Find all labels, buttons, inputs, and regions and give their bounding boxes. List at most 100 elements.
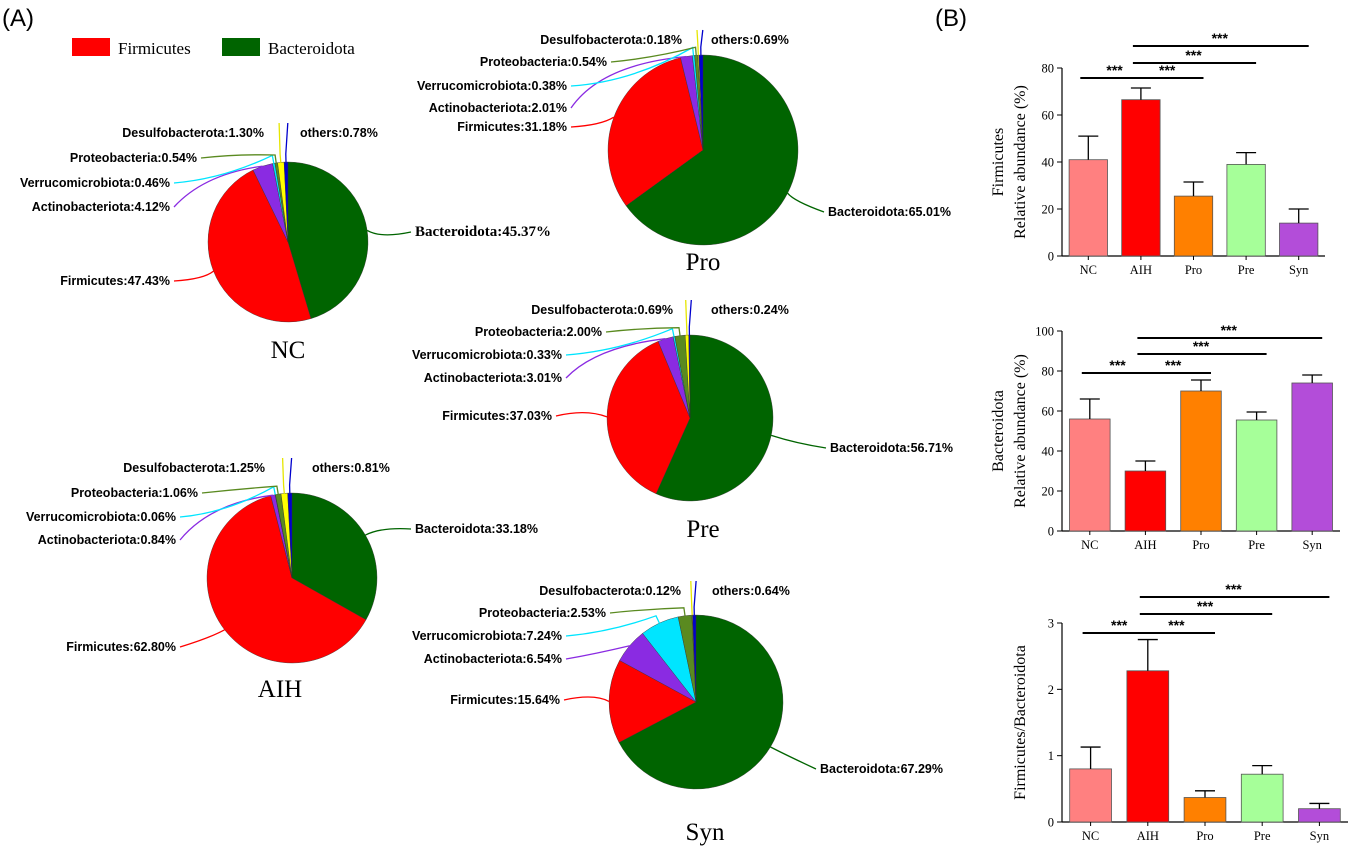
bar-chart-2: 0 20 40 60 80 100 Bacteroidota Relative abundan… [990, 322, 1340, 552]
bar-pre [1226, 163, 1266, 257]
leader-line-verrucomicrobiota [565, 327, 675, 356]
pie-slice-bacteroidota [287, 161, 369, 319]
significance-stars: *** [1168, 617, 1185, 633]
pie-pro: Bacteroidota:65.01% Firmicutes:31.18% Acti… [417, 29, 951, 276]
y-axis-title: Firmicutes [990, 128, 1007, 196]
pie-slice-others [698, 54, 704, 151]
y-tick-label: 2 [1048, 683, 1054, 697]
significance-stars: *** [1212, 30, 1229, 46]
leader-line-others [693, 580, 697, 616]
pie-label-firmicutes: Firmicutes:47.43% [60, 274, 170, 288]
bar-aih [1121, 99, 1161, 257]
significance-stars: *** [1159, 62, 1176, 78]
leader-line-others [688, 299, 692, 336]
pie-aih: Bacteroidota:33.18% Firmicutes:62.80% Acti… [26, 457, 538, 703]
bar-aih [1124, 470, 1167, 532]
pie-slice-others [688, 334, 691, 419]
x-tick-label: Syn [1289, 263, 1309, 277]
y-axis-title: Relative abundance (%) [1012, 85, 1029, 239]
pie-label-verrucomicrobiota: Verrucomicrobiota:7.24% [412, 629, 562, 643]
legend-swatch-bacteroidota [222, 38, 260, 56]
pie-slice-bacteroidota [655, 334, 774, 502]
pie-label-desulfobacterota: Desulfobacterota:0.18% [540, 33, 682, 47]
leader-line-firmicutes [179, 629, 225, 648]
pie-label-proteobacteria: Proteobacteria:0.54% [70, 151, 197, 165]
pie-label-proteobacteria: Proteobacteria:0.54% [480, 55, 607, 69]
leader-line-proteobacteria [610, 46, 697, 63]
y-tick-label: 3 [1048, 617, 1054, 631]
leader-line-bacteroidota [366, 229, 412, 236]
leader-line-proteobacteria [605, 327, 681, 336]
legend: Firmicutes Bacteroidota [72, 38, 355, 58]
leader-line-verrucomicrobiota [173, 154, 275, 184]
pie-label-actinobacteriota: Actinobacteriota:3.01% [424, 371, 562, 385]
leader-line-desulfobacterota [278, 122, 282, 163]
bar-nc [1068, 159, 1108, 257]
leader-line-desulfobacterota [685, 299, 688, 336]
pie-slice-others [287, 492, 293, 579]
leader-line-verrucomicrobiota [570, 46, 695, 87]
pie-label-bacteroidota: Bacteroidota:67.29% [820, 762, 943, 776]
pie-label-verrucomicrobiota: Verrucomicrobiota:0.06% [26, 510, 176, 524]
leader-line-desulfobacterota [281, 457, 285, 494]
y-tick-label: 0 [1048, 250, 1054, 264]
pie-caption: Pre [686, 516, 719, 543]
x-tick-label: AIH [1137, 829, 1159, 843]
y-tick-label: 0 [1048, 816, 1054, 830]
bar-aih [1126, 670, 1170, 823]
x-tick-label: Pro [1196, 829, 1213, 843]
y-tick-label: 80 [1042, 62, 1055, 76]
pie-slice-others [283, 161, 289, 243]
pie-slice-firmicutes [606, 341, 691, 495]
x-tick-label: NC [1080, 263, 1097, 277]
pie-label-verrucomicrobiota: Verrucomicrobiota:0.33% [412, 348, 562, 362]
pie-label-verrucomicrobiota: Verrucomicrobiota:0.38% [417, 79, 567, 93]
y-tick-label: 40 [1042, 445, 1055, 459]
leader-line-bacteroidota [771, 434, 827, 449]
panel-label-b: (B) [935, 5, 967, 32]
x-tick-label: NC [1081, 538, 1098, 552]
leader-line-bacteroidota [365, 528, 412, 536]
pie-slice-others [692, 614, 697, 703]
pie-label-actinobacteriota: Actinobacteriota:2.01% [429, 101, 567, 115]
significance-stars: *** [1165, 357, 1182, 373]
pie-label-bacteroidota: Bacteroidota:45.37% [415, 224, 551, 240]
y-axis-title: Relative abundance (%) [1012, 354, 1029, 508]
leader-line-proteobacteria [609, 607, 686, 616]
pie-syn: Bacteroidota:67.29% Firmicutes:15.64% Acti… [412, 580, 943, 846]
bar-pro [1183, 797, 1227, 823]
legend-swatch-firmicutes [72, 38, 110, 56]
pie-label-desulfobacterota: Desulfobacterota:1.30% [122, 126, 264, 140]
pie-label-desulfobacterota: Desulfobacterota:1.25% [123, 461, 265, 475]
pie-label-firmicutes: Firmicutes:37.03% [442, 409, 552, 423]
pie-label-proteobacteria: Proteobacteria:2.53% [479, 606, 606, 620]
leader-line-firmicutes [570, 116, 615, 128]
significance-stars: *** [1193, 338, 1210, 354]
significance-stars: *** [1185, 47, 1202, 63]
y-tick-label: 40 [1042, 156, 1055, 170]
y-tick-label: 0 [1048, 525, 1054, 539]
pie-label-proteobacteria: Proteobacteria:1.06% [71, 486, 198, 500]
bar-pre [1235, 419, 1278, 532]
leader-line-proteobacteria [200, 154, 277, 163]
pie-label-actinobacteriota: Actinobacteriota:0.84% [38, 533, 176, 547]
leader-line-others [700, 29, 704, 56]
x-tick-label: AIH [1130, 263, 1152, 277]
x-tick-label: Pre [1248, 538, 1265, 552]
y-tick-label: 60 [1042, 405, 1055, 419]
leader-line-others [285, 122, 289, 163]
y-tick-label: 100 [1035, 325, 1054, 339]
significance-stars: *** [1111, 617, 1128, 633]
pie-slice-bacteroidota [291, 492, 378, 621]
bar-nc [1069, 418, 1111, 532]
leader-line-actinobacteriota [173, 165, 263, 208]
leader-line-desulfobacterota [690, 580, 693, 616]
pie-label-others: others:0.64% [712, 584, 790, 598]
leader-line-verrucomicrobiota [179, 485, 276, 518]
pie-label-desulfobacterota: Desulfobacterota:0.12% [539, 584, 681, 598]
x-tick-label: Pro [1192, 538, 1209, 552]
pie-charts: Bacteroidota:45.37% Firmicutes:47.43% Acti… [20, 29, 953, 846]
pie-label-bacteroidota: Bacteroidota:33.18% [415, 522, 538, 536]
